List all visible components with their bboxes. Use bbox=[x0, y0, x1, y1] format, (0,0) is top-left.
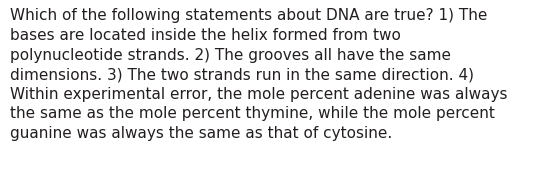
Text: Which of the following statements about DNA are true? 1) The
bases are located i: Which of the following statements about … bbox=[10, 8, 508, 141]
